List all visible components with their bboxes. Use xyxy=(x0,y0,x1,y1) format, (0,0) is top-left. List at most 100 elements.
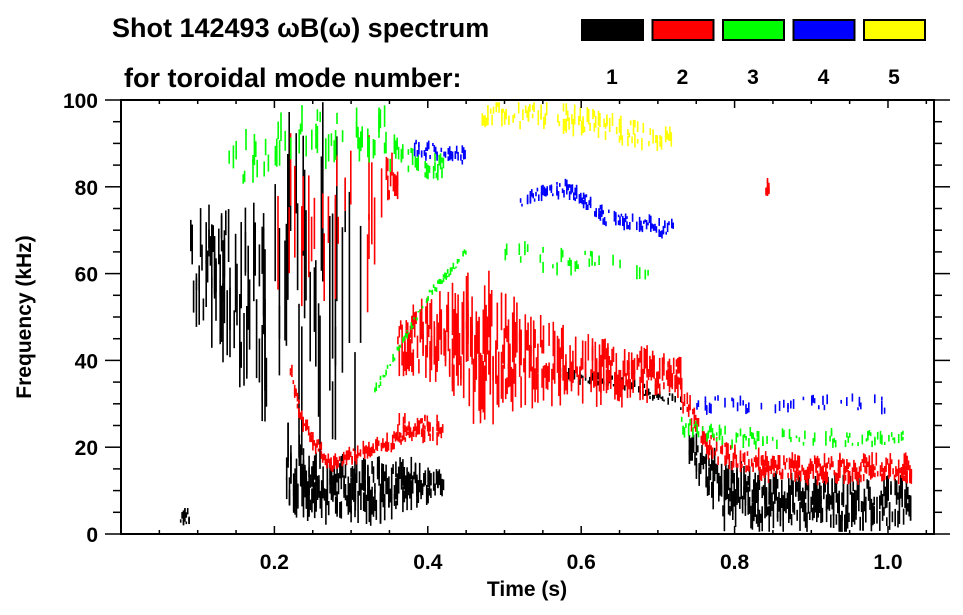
spectrogram-mark-mode-2 xyxy=(618,384,620,402)
spectrogram-mark-mode-1 xyxy=(339,463,341,479)
spectrogram-mark-mode-1 xyxy=(803,500,805,522)
spectrogram-mark-mode-1 xyxy=(820,505,822,514)
spectrogram-mark-mode-1 xyxy=(350,477,352,514)
spectrogram-mark-mode-4 xyxy=(724,397,726,408)
spectrogram-mark-mode-2 xyxy=(391,434,394,445)
spectrogram-mark-mode-2 xyxy=(686,406,689,412)
spectrogram-mark-mode-1 xyxy=(633,384,636,387)
spectrogram-mark-mode-1 xyxy=(825,499,828,512)
spectrogram-mark-mode-3 xyxy=(375,386,378,392)
spectrogram-mark-mode-4 xyxy=(550,184,553,190)
spectrogram-mark-mode-2 xyxy=(497,351,500,377)
spectrogram-mark-mode-2 xyxy=(728,453,731,470)
spectrogram-mark-mode-3 xyxy=(750,432,753,439)
spectrogram-mark-mode-2 xyxy=(446,304,448,333)
spectrogram-mark-mode-4 xyxy=(529,192,532,203)
spectrogram-mark-mode-2 xyxy=(461,315,464,347)
spectrogram-mark-mode-2 xyxy=(556,335,559,373)
spectrogram-mark-mode-2 xyxy=(763,459,766,469)
legend-label-mode-3: 3 xyxy=(747,66,759,89)
spectrogram-mark-mode-2 xyxy=(385,166,388,180)
spectrogram-mark-mode-1 xyxy=(407,473,410,493)
spectrogram-mark-mode-2 xyxy=(858,466,861,479)
spectrogram-mark-mode-2 xyxy=(572,350,574,383)
spectrogram-mark-mode-2 xyxy=(574,357,577,370)
spectrogram-mark-mode-3 xyxy=(336,112,338,124)
spectrogram-mark-mode-2 xyxy=(288,207,290,274)
spectrogram-mark-mode-3 xyxy=(745,435,747,441)
spectrogram-mark-mode-1 xyxy=(668,393,671,396)
spectrogram-mark-mode-1 xyxy=(751,503,754,530)
spectrogram-mark-mode-2 xyxy=(352,448,355,452)
spectrogram-mark-mode-1 xyxy=(264,325,266,391)
spectrogram-mark-mode-2 xyxy=(451,282,454,336)
spectrogram-mark-mode-1 xyxy=(205,260,207,307)
spectrogram-mark-mode-4 xyxy=(425,147,427,151)
spectrogram-mark-mode-2 xyxy=(883,466,886,480)
spectrogram-mark-mode-2 xyxy=(389,170,392,187)
spectrogram-mark-mode-1 xyxy=(312,461,315,478)
spectrogram-mark-mode-2 xyxy=(715,445,718,452)
spectrogram-mark-mode-3 xyxy=(444,273,446,279)
spectrogram-mark-mode-4 xyxy=(774,404,777,414)
spectrogram-mark-mode-3 xyxy=(430,290,432,293)
spectrogram-mark-mode-5 xyxy=(495,102,498,113)
spectrogram-mark-mode-3 xyxy=(879,430,882,440)
y-axis-label: Frequency (kHz) xyxy=(13,235,36,398)
spectrogram-mark-mode-2 xyxy=(604,338,606,360)
spectrogram-mark-mode-2 xyxy=(799,470,802,482)
spectrogram-mark-mode-1 xyxy=(649,392,651,395)
spectrogram-mark-mode-3 xyxy=(407,149,410,155)
spectrogram-mark-mode-2 xyxy=(755,457,757,465)
spectrogram-mark-mode-2 xyxy=(560,327,563,348)
spectrogram-mark-mode-2 xyxy=(399,320,402,330)
spectrogram-mark-mode-2 xyxy=(864,454,866,464)
spectrogram-mark-mode-1 xyxy=(393,494,396,506)
spectrogram-mark-mode-2 xyxy=(334,453,337,464)
spectrogram-mark-mode-4 xyxy=(706,405,708,415)
spectrogram-mark-mode-3 xyxy=(465,250,467,255)
spectrogram-mark-mode-2 xyxy=(277,195,279,290)
spectrogram-mark-mode-4 xyxy=(615,212,617,218)
spectrogram-mark-mode-2 xyxy=(679,379,682,390)
spectrogram-mark-mode-1 xyxy=(820,485,822,504)
spectrogram-mark-mode-2 xyxy=(602,339,605,364)
spectrogram-mark-mode-1 xyxy=(301,326,303,456)
spectrogram-mark-mode-2 xyxy=(380,442,383,447)
spectrogram-mark-mode-2 xyxy=(542,325,545,354)
spectrogram-mark-mode-2 xyxy=(336,155,338,187)
spectrogram-mark-mode-3 xyxy=(455,266,457,269)
spectrogram-mark-mode-2 xyxy=(667,368,669,386)
spectrogram-mark-mode-2 xyxy=(415,432,417,438)
spectrogram-mark-mode-2 xyxy=(406,342,409,370)
spectrogram-mark-mode-3 xyxy=(397,146,400,160)
spectrogram-mark-mode-3 xyxy=(446,269,449,274)
spectrogram-mark-mode-1 xyxy=(645,389,647,396)
spectrogram-mark-mode-1 xyxy=(904,489,906,508)
spectrogram-mark-mode-3 xyxy=(431,289,434,295)
spectrogram-mark-mode-2 xyxy=(351,456,353,460)
spectrogram-mark-mode-1 xyxy=(597,380,599,386)
spectrogram-mark-mode-2 xyxy=(871,465,873,471)
spectrogram-mark-mode-1 xyxy=(296,203,299,291)
spectrogram-mark-mode-3 xyxy=(594,262,596,266)
spectrogram-mark-mode-1 xyxy=(374,483,376,494)
spectrogram-mark-mode-1 xyxy=(290,445,292,477)
spectrogram-mark-mode-2 xyxy=(436,432,438,446)
spectrogram-mark-mode-2 xyxy=(671,383,674,390)
spectrogram-mark-mode-1 xyxy=(782,502,784,532)
spectrogram-mark-mode-3 xyxy=(439,279,442,283)
spectrogram-mark-mode-2 xyxy=(760,456,763,462)
spectrogram-mark-mode-2 xyxy=(375,439,377,444)
spectrogram-mark-mode-2 xyxy=(458,333,461,366)
spectrogram-mark-mode-4 xyxy=(433,145,436,152)
spectrogram-mark-mode-2 xyxy=(323,233,325,301)
spectrogram-mark-mode-2 xyxy=(701,430,704,446)
spectrogram-mark-mode-4 xyxy=(568,191,571,200)
spectrogram-mark-mode-2 xyxy=(402,416,405,429)
spectrogram-mark-mode-1 xyxy=(220,285,223,342)
spectrogram-mark-mode-2 xyxy=(813,455,816,465)
spectrogram-mark-mode-2 xyxy=(764,451,767,467)
spectrogram-mark-mode-4 xyxy=(640,220,642,231)
spectrogram-mark-mode-1 xyxy=(182,519,185,525)
